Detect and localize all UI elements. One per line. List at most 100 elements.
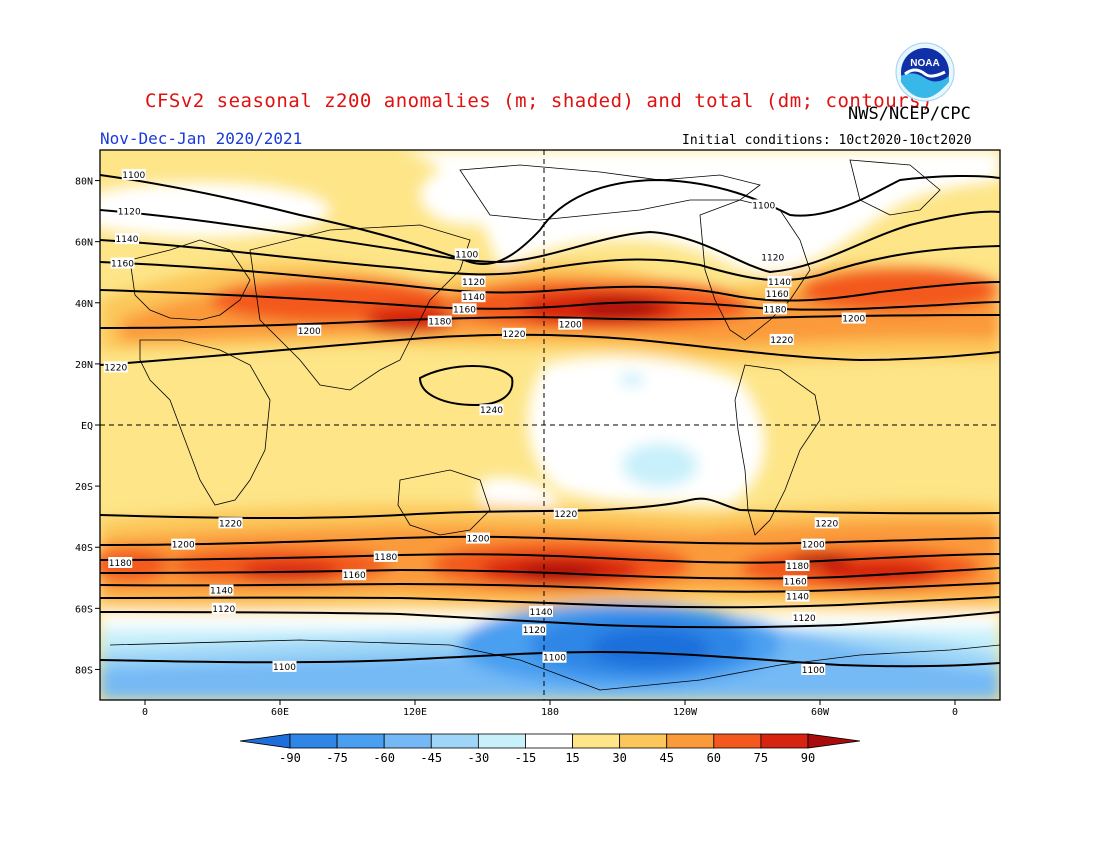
contour-label-bg — [466, 532, 490, 544]
colorbar-label: 15 — [565, 751, 579, 765]
contour-label-bg — [103, 361, 128, 373]
lon-tick-label: 0 — [142, 707, 148, 718]
contour-label-bg — [529, 605, 553, 617]
contour-label-bg — [841, 312, 866, 324]
contour-label: 1140 — [530, 608, 553, 618]
colorbar-swatch — [666, 733, 715, 749]
colorbar-label: 60 — [707, 751, 721, 765]
contour-label-bg — [342, 569, 367, 581]
contour-label-bg — [558, 318, 583, 330]
contour-label: 1200 — [467, 535, 490, 545]
colorbar-label: -90 — [279, 751, 301, 765]
contour-label: 1120 — [523, 626, 546, 636]
contour-label: 1220 — [219, 519, 242, 529]
contour-label-bg — [801, 538, 826, 550]
lat-tick-label: 20N — [75, 360, 93, 371]
colorbar-label: -30 — [468, 751, 490, 765]
colorbar-swatch — [619, 733, 668, 749]
contour-label-bg — [218, 517, 243, 529]
contour-label-bg — [110, 257, 135, 269]
contour-label: 1200 — [559, 321, 582, 331]
contour-label: 1100 — [455, 250, 478, 260]
contour-label: 1100 — [122, 171, 145, 181]
colorbar-swatch — [525, 733, 573, 749]
height-contours — [100, 174, 1000, 668]
contour-labels: 1100112011401160122011001120114011601180… — [103, 168, 866, 676]
lat-tick-label: 40S — [75, 543, 93, 554]
initial-conditions: Initial conditions: 10ct2020-10ct2020 — [682, 133, 972, 148]
lon-tick-label: 120W — [673, 707, 698, 718]
contour-label: 1240 — [480, 406, 503, 416]
colorbar-label: -75 — [326, 751, 348, 765]
contour-label: 1160 — [766, 290, 789, 300]
colorbar-swatch — [760, 733, 809, 749]
contour-label-bg — [297, 324, 322, 336]
lat-tick-label: 40N — [75, 299, 93, 310]
colorbar-label: 75 — [754, 751, 768, 765]
contour-label-bg — [553, 508, 578, 520]
colorbar-label: -15 — [515, 751, 537, 765]
colorbar-swatch — [713, 733, 762, 749]
colorbar-label: 90 — [801, 751, 815, 765]
contour-label-bg — [814, 517, 839, 529]
colorbar-swatch — [477, 733, 526, 749]
contour-label-bg — [767, 275, 792, 287]
contour-label: 1180 — [764, 305, 787, 315]
contour-label: 1120 — [462, 278, 485, 288]
contour-label-bg — [522, 624, 547, 636]
lon-tick-label: 0 — [952, 707, 958, 718]
contour-label-bg — [373, 550, 398, 562]
contour-label-bg — [502, 327, 526, 339]
latitude-axis: 80N 60N 40N 20N EQ 20S 40S 60S 80S — [75, 177, 100, 676]
contour-label-bg — [479, 404, 504, 416]
contour-label: 1140 — [462, 293, 485, 303]
contour-label: 1140 — [768, 278, 791, 288]
contour-label-bg — [452, 303, 477, 315]
colorbar-label: 30 — [612, 751, 626, 765]
contour-label: 1160 — [343, 571, 366, 581]
contour-label-bg — [801, 663, 826, 675]
contour-label: 1220 — [770, 336, 793, 346]
contour-label-bg — [760, 251, 785, 263]
contour-label-bg — [117, 205, 142, 217]
colorbar-arrow-right — [807, 733, 861, 749]
lon-tick-label: 60W — [811, 707, 830, 718]
contour-label: 1160 — [453, 305, 476, 315]
contour-label: 1180 — [428, 318, 451, 328]
contour-label-bg — [171, 538, 196, 550]
contour-label: 1140 — [786, 593, 809, 603]
contour-label-bg — [427, 315, 452, 327]
lat-tick-label: 80S — [75, 665, 93, 676]
lat-tick-label: 60N — [75, 238, 93, 249]
contour-label: 1200 — [842, 315, 865, 325]
lat-tick-label: 60S — [75, 604, 93, 615]
contour-label: 1100 — [543, 654, 566, 664]
contour-label: 1180 — [786, 562, 809, 572]
contour-label-bg — [461, 291, 486, 303]
contour-label: 1180 — [109, 559, 132, 569]
contour-label: 1100 — [752, 202, 775, 212]
noaa-logo: NOAA — [895, 42, 955, 102]
colorbar-swatch — [289, 733, 338, 749]
contour-label: 1180 — [374, 553, 397, 563]
colorbar-swatch — [336, 733, 385, 749]
colorbar-swatch — [383, 733, 432, 749]
lat-tick-label: 80N — [75, 177, 93, 188]
contour-label: 1120 — [793, 614, 816, 624]
contour-label-bg — [211, 602, 236, 614]
contour-label: 1120 — [212, 605, 235, 615]
noaa-logo-text: NOAA — [910, 58, 939, 69]
forecast-period: Nov-Dec-Jan 2020/2021 — [100, 129, 303, 148]
colorbar-swatch — [430, 733, 479, 749]
contour-label: 1120 — [761, 253, 784, 263]
lon-tick-label: 180 — [541, 707, 559, 718]
contour-label-bg — [785, 560, 810, 572]
contour-label: 1220 — [503, 330, 526, 340]
contour-label-bg — [769, 333, 794, 345]
contour-label-bg — [792, 612, 817, 623]
contour-label: 1140 — [210, 587, 233, 597]
lon-tick-label: 60E — [271, 707, 289, 718]
contour-label: 1220 — [104, 363, 127, 373]
colorbar-label: -60 — [373, 751, 395, 765]
